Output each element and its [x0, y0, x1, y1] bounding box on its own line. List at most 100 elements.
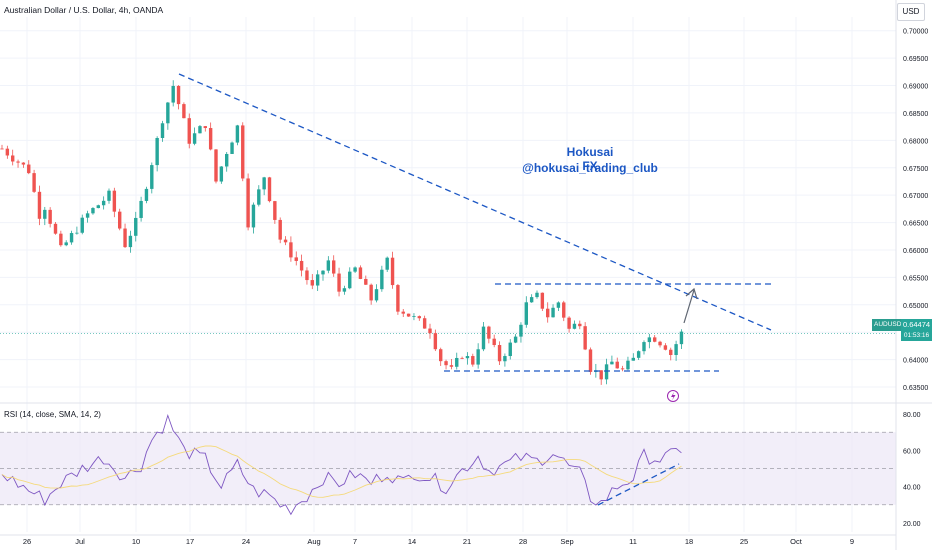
price-tick-label: 0.69000	[903, 84, 928, 91]
candle-body	[412, 316, 416, 317]
candle-body	[620, 368, 625, 370]
time-tick-label: 11	[629, 537, 637, 546]
candle-body	[476, 349, 480, 365]
descending-trendline	[178, 73, 772, 331]
candle-body	[342, 288, 347, 292]
time-tick-label: Oct	[790, 537, 803, 546]
candle-body	[59, 233, 63, 246]
candle-body	[27, 164, 31, 174]
candle-body	[139, 200, 143, 218]
price-tick-label: 0.67500	[903, 166, 928, 173]
candle-body	[5, 148, 10, 156]
candle-body	[251, 204, 256, 228]
candle-body	[208, 128, 213, 150]
rsi-trendline	[597, 463, 680, 506]
candle-body	[289, 242, 293, 258]
candle-body	[198, 126, 202, 134]
rsi-band	[0, 431, 896, 506]
page-title: Australian Dollar / U.S. Dollar, 4h, OAN…	[4, 5, 164, 15]
candle-body	[503, 356, 507, 362]
ticker-tag-bg	[872, 319, 904, 331]
candle-body	[615, 361, 619, 369]
candle-body	[562, 302, 566, 318]
candle-body	[283, 239, 288, 243]
candle-body	[535, 292, 539, 298]
candle-body	[332, 260, 336, 274]
drawings	[178, 73, 773, 506]
price-tick-label: 0.66000	[903, 248, 928, 255]
candle-body	[32, 173, 36, 192]
candle-body	[235, 125, 240, 143]
candle-body	[337, 273, 341, 292]
candle-body	[11, 155, 15, 162]
candle-body	[21, 162, 26, 165]
candle-body	[433, 333, 438, 350]
candle-body	[112, 190, 117, 212]
price-tick-label: 0.70000	[903, 29, 928, 36]
time-tick-label: 14	[408, 537, 416, 546]
candle-body	[556, 302, 561, 308]
price-tick-label: 0.69500	[903, 56, 928, 63]
rsi-tick-label: 40.00	[903, 485, 921, 492]
price-tick-label: 0.68000	[903, 138, 928, 145]
lightning-icon[interactable]	[667, 390, 679, 402]
candle-body	[257, 189, 261, 205]
candle-body	[567, 317, 571, 329]
candle-body	[128, 235, 133, 248]
candle-body	[166, 102, 170, 124]
candle-body	[631, 357, 635, 361]
candle-body	[53, 223, 58, 234]
time-tick-label: 26	[23, 537, 31, 546]
price-tick-label: 0.67000	[903, 193, 928, 200]
candle-body	[658, 341, 662, 346]
price-candles	[0, 80, 684, 385]
candle-body	[492, 338, 496, 346]
candle-body	[588, 349, 593, 372]
candle-body	[299, 260, 304, 271]
candle-body	[401, 311, 405, 314]
candle-body	[636, 351, 641, 358]
candle-body	[508, 342, 512, 357]
candle-body	[578, 323, 582, 327]
currency-button[interactable]: USD	[897, 3, 925, 21]
time-tick-label: 9	[850, 537, 854, 546]
candle-body	[353, 267, 357, 272]
candle-body	[460, 357, 464, 359]
rsi-title: RSI (14, close, SMA, 14, 2)	[4, 410, 101, 419]
candle-body	[144, 188, 149, 201]
candle-body	[160, 123, 165, 139]
candle-body	[182, 104, 186, 119]
candle-body	[75, 232, 79, 234]
candle-body	[96, 205, 100, 209]
candle-body	[305, 270, 309, 281]
rsi-tick-label: 60.00	[903, 448, 921, 455]
candle-body	[43, 209, 47, 219]
candle-body	[230, 142, 234, 154]
candle-body	[134, 217, 138, 236]
candle-body	[91, 208, 95, 214]
candle-body	[364, 278, 368, 285]
candle-body	[118, 211, 122, 229]
candle-body	[374, 289, 379, 301]
candle-body	[642, 342, 646, 352]
candle-body	[315, 274, 320, 286]
candle-body	[246, 178, 250, 228]
rsi-series	[1, 413, 682, 516]
candle-body	[439, 349, 443, 362]
candle-body	[471, 356, 475, 365]
candle-body	[481, 326, 486, 350]
price-tick-label: 0.66500	[903, 221, 928, 228]
time-tick-label: Jul	[75, 537, 85, 546]
time-tick-label: Aug	[307, 537, 320, 546]
candle-body	[16, 161, 20, 163]
candle-body	[80, 217, 84, 233]
last-price-label: 0.64474	[901, 319, 932, 331]
projection-arrow	[683, 289, 695, 324]
candle-body	[64, 242, 68, 246]
price-tick-label: 0.68500	[903, 111, 928, 118]
candle-body	[599, 370, 603, 380]
candle-body	[358, 267, 363, 279]
candle-body	[155, 138, 159, 166]
